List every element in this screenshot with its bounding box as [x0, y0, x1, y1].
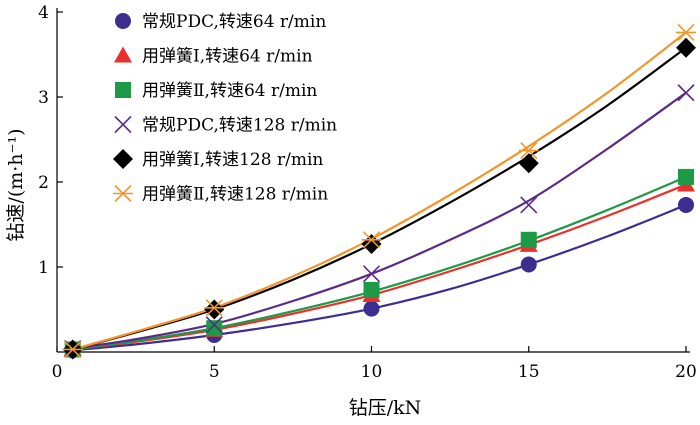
- diamond-marker: [204, 299, 225, 320]
- legend-item-3: 用弹簧Ⅱ,转速64 r/min: [115, 81, 317, 101]
- circle-marker: [363, 300, 380, 317]
- x-marker-stroke: [520, 196, 538, 214]
- x-marker: [362, 265, 381, 283]
- legend-item-2: 用弹簧Ⅰ,转速64 r/min: [114, 46, 313, 67]
- x-marker: [114, 115, 132, 134]
- square-marker: [520, 231, 537, 248]
- legend-label: 用弹簧Ⅱ,转速128 r/min: [142, 185, 328, 205]
- asterisk-marker: [204, 299, 225, 317]
- legend-label: 常规PDC,转速64 r/min: [142, 12, 326, 32]
- legend-item-6: 用弹簧Ⅱ,转速128 r/min: [113, 185, 328, 205]
- data-markers: [62, 23, 696, 360]
- legend-item-4: 常规PDC,转速128 r/min: [114, 115, 337, 136]
- x-marker: [205, 316, 223, 334]
- legend-label: 用弹簧Ⅰ,转速64 r/min: [142, 47, 313, 67]
- legend-label: 常规PDC,转速128 r/min: [142, 116, 337, 136]
- asterisk-marker: [518, 141, 539, 160]
- x-tick-label: 20: [675, 362, 697, 382]
- y-tick-label: 4: [38, 3, 49, 23]
- x-tick-label: 5: [209, 362, 220, 382]
- x-axis-title: 钻压/kN: [349, 397, 422, 419]
- x-marker-stroke: [677, 84, 695, 102]
- legend-label: 用弹簧Ⅱ,转速64 r/min: [142, 81, 317, 101]
- square-marker: [678, 168, 694, 185]
- series-line-1: [72, 203, 687, 352]
- x-marker-stroke: [114, 115, 132, 134]
- circle-marker: [520, 256, 537, 273]
- legend: 常规PDC,转速64 r/min 用弹簧Ⅰ,转速64 r/min 用弹簧Ⅱ,转速64…: [113, 12, 337, 205]
- x-marker: [520, 196, 538, 214]
- asterisk-marker: [361, 231, 382, 249]
- diamond-marker: [361, 234, 382, 255]
- x-tick-label: 15: [518, 362, 540, 382]
- series-line-2: [72, 183, 687, 351]
- x-marker-stroke: [205, 316, 223, 334]
- x-tick-label: 0: [52, 362, 63, 382]
- square-marker: [115, 82, 131, 98]
- axes: 0 5 10 15 20 1 2 3 4: [38, 3, 697, 382]
- legend-item-1: 常规PDC,转速64 r/min: [115, 12, 326, 32]
- diamond-marker: [518, 153, 539, 174]
- series-markers-6: [62, 23, 696, 359]
- square-marker: [363, 281, 380, 298]
- square-marker: [206, 320, 223, 337]
- asterisk-marker: [62, 340, 83, 359]
- x-marker-stroke: [362, 265, 381, 283]
- asterisk-marker: [676, 23, 696, 41]
- circle-marker: [678, 196, 694, 213]
- diamond-marker: [676, 37, 696, 58]
- asterisk-marker: [113, 184, 133, 203]
- y-tick-label: 2: [38, 173, 49, 193]
- y-tick-label: 3: [38, 88, 49, 108]
- legend-item-5: 用弹簧Ⅰ,转速128 r/min: [113, 149, 323, 170]
- x-marker: [677, 84, 695, 102]
- triangle-marker: [114, 46, 132, 63]
- y-tick-label: 1: [38, 258, 49, 278]
- x-tick-label: 10: [361, 362, 383, 382]
- series-line-4: [72, 91, 687, 350]
- circle-marker: [115, 13, 131, 29]
- legend-label: 用弹簧Ⅰ,转速128 r/min: [142, 150, 323, 170]
- y-axis-title: 钻速/(m·h⁻¹): [5, 128, 27, 241]
- diamond-marker: [113, 149, 133, 169]
